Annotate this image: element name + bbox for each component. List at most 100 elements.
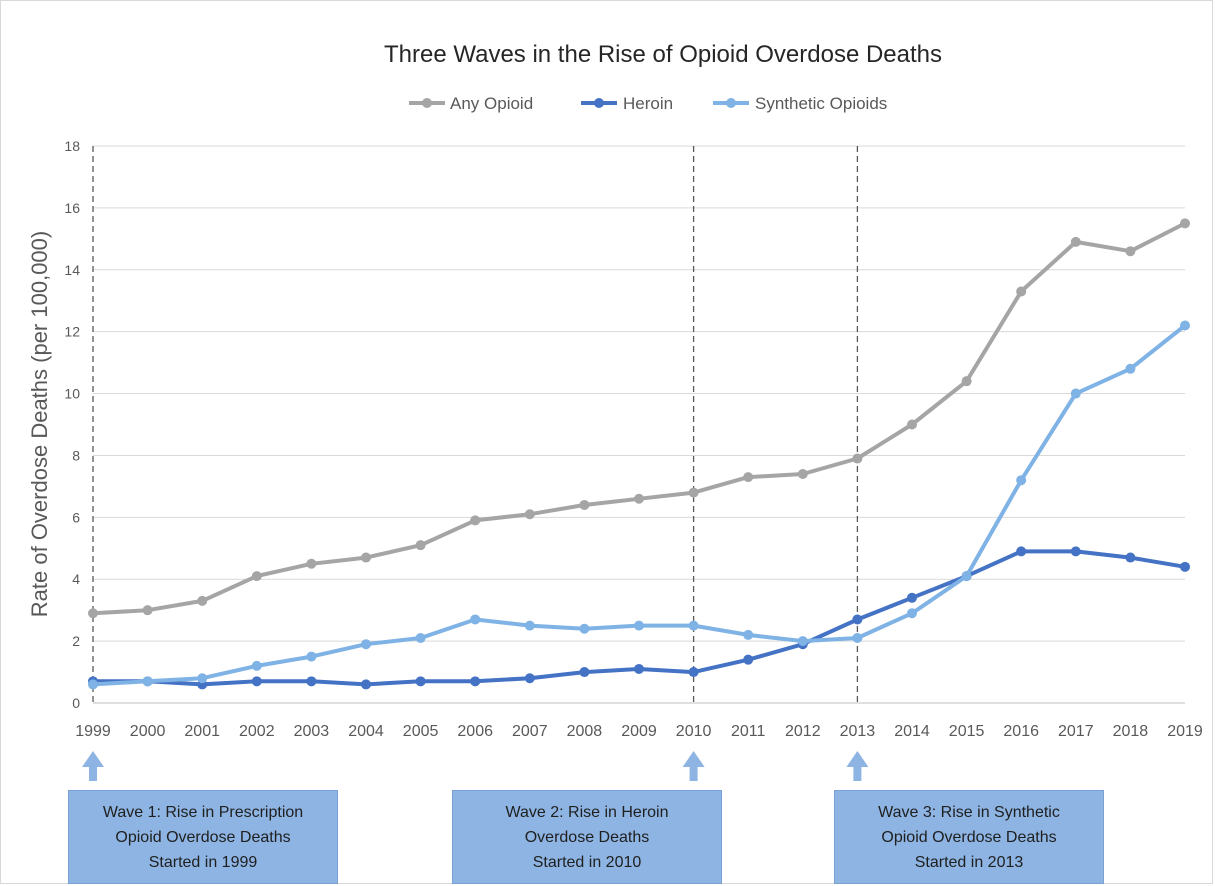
data-point-synthetic-opioids — [251, 660, 262, 671]
y-tick-label: 2 — [72, 633, 80, 649]
x-tick-label: 2002 — [239, 723, 275, 740]
x-tick-label: 2015 — [949, 723, 985, 740]
data-point-synthetic-opioids — [634, 620, 644, 631]
x-tick-label: 2016 — [1003, 723, 1039, 740]
wave-annotation-line: Wave 2: Rise in Heroin — [505, 803, 669, 821]
x-tick-label: 2000 — [130, 723, 166, 740]
x-tick-label: 2019 — [1167, 723, 1203, 740]
data-point-synthetic-opioids — [688, 620, 699, 631]
data-point-heroin — [1016, 546, 1027, 557]
data-point-heroin — [852, 614, 863, 625]
wave-annotation-line: Wave 1: Rise in Prescription — [102, 803, 304, 821]
data-point-synthetic-opioids — [743, 629, 754, 640]
data-point-any-opioid — [852, 453, 863, 464]
chart-legend: Any Opioid Heroin Synthetic Opioids — [409, 94, 887, 113]
series-lines — [88, 218, 1190, 690]
data-point-any-opioid — [1070, 236, 1081, 247]
x-tick-label: 2007 — [512, 723, 548, 740]
x-tick-label: 1999 — [75, 723, 111, 740]
x-tick-label: 2006 — [457, 723, 493, 740]
data-point-synthetic-opioids — [524, 620, 535, 631]
wave-annotation-line: Started in 1999 — [148, 853, 258, 871]
data-point-any-opioid — [306, 558, 317, 569]
y-tick-label: 16 — [64, 200, 80, 216]
data-point-any-opioid — [961, 376, 972, 387]
data-point-any-opioid — [634, 493, 644, 504]
data-point-synthetic-opioids — [1180, 320, 1190, 331]
x-tick-label: 2018 — [1113, 723, 1149, 740]
data-point-any-opioid — [361, 552, 371, 563]
data-point-heroin — [1070, 546, 1081, 557]
data-point-heroin — [1180, 561, 1190, 572]
x-tick-label: 2003 — [294, 723, 330, 740]
wave-annotation-line: Wave 3: Rise in Synthetic — [878, 803, 1060, 821]
data-point-heroin — [1125, 552, 1136, 563]
legend-marker-synthetic-opioids — [726, 98, 736, 108]
data-point-any-opioid — [251, 571, 262, 582]
data-point-synthetic-opioids — [415, 633, 426, 644]
x-tick-label: 2010 — [676, 723, 712, 740]
data-point-heroin — [579, 667, 590, 678]
data-point-heroin — [470, 676, 481, 687]
legend-label-any-opioid: Any Opioid — [450, 94, 533, 113]
x-tick-label: 2005 — [403, 723, 439, 740]
data-point-heroin — [415, 676, 426, 687]
x-tick-label: 2004 — [348, 723, 384, 740]
wave-annotation-line: Started in 2010 — [532, 853, 642, 871]
wave-arrow-icon — [682, 751, 705, 781]
data-point-any-opioid — [743, 472, 754, 483]
x-tick-label: 2013 — [840, 723, 876, 740]
x-tick-label: 2009 — [621, 723, 657, 740]
data-point-synthetic-opioids — [1070, 388, 1081, 399]
data-point-any-opioid — [197, 595, 208, 606]
legend-label-heroin: Heroin — [623, 94, 673, 113]
data-point-synthetic-opioids — [579, 623, 590, 634]
data-point-synthetic-opioids — [470, 614, 481, 625]
x-tick-label: 2012 — [785, 723, 821, 740]
data-point-heroin — [251, 676, 262, 687]
data-point-heroin — [688, 667, 699, 678]
y-tick-label: 12 — [64, 324, 80, 340]
x-tick-label: 2011 — [731, 723, 766, 740]
data-point-any-opioid — [88, 608, 98, 619]
data-point-heroin — [361, 679, 371, 690]
data-point-synthetic-opioids — [1016, 475, 1027, 486]
legend-item-heroin: Heroin — [581, 94, 673, 113]
y-tick-label: 0 — [72, 695, 80, 711]
y-tick-label: 18 — [64, 138, 80, 154]
wave-annotation-line: Opioid Overdose Deaths — [881, 828, 1057, 846]
y-axis-ticks: 0 2 4 6 8 10 12 14 16 18 — [64, 138, 80, 711]
data-point-heroin — [634, 663, 644, 674]
legend-label-synthetic-opioids: Synthetic Opioids — [755, 94, 887, 113]
wave-arrow-icon — [82, 751, 104, 781]
data-point-heroin — [907, 592, 917, 603]
legend-item-any-opioid: Any Opioid — [409, 94, 533, 113]
data-point-any-opioid — [1125, 246, 1136, 257]
data-point-any-opioid — [1180, 218, 1190, 229]
data-point-any-opioid — [1016, 286, 1027, 297]
wave-annotation-box: Wave 2: Rise in Heroin Overdose Deaths Sta… — [452, 790, 722, 884]
wave-annotation-line: Overdose Deaths — [524, 828, 650, 846]
data-point-synthetic-opioids — [142, 676, 153, 687]
data-point-heroin — [743, 654, 754, 665]
data-point-synthetic-opioids — [88, 679, 98, 690]
gridlines — [93, 145, 1185, 704]
data-point-any-opioid — [907, 419, 917, 430]
data-point-synthetic-opioids — [361, 639, 371, 650]
legend-marker-heroin — [594, 98, 604, 108]
data-point-synthetic-opioids — [852, 633, 863, 644]
data-point-any-opioid — [524, 509, 535, 520]
y-tick-label: 10 — [64, 386, 80, 402]
data-point-heroin — [524, 673, 535, 684]
chart-title: Three Waves in the Rise of Opioid Overdo… — [384, 41, 942, 68]
wave-annotation-box: Wave 3: Rise in Synthetic Opioid Overdose… — [834, 790, 1104, 884]
x-tick-label: 2008 — [567, 723, 603, 740]
data-point-synthetic-opioids — [797, 636, 808, 647]
data-point-any-opioid — [415, 540, 426, 551]
data-point-heroin — [306, 676, 317, 687]
legend-marker-any-opioid — [422, 98, 432, 108]
data-point-any-opioid — [142, 605, 153, 616]
y-tick-label: 6 — [72, 509, 80, 525]
data-point-synthetic-opioids — [1125, 363, 1136, 374]
